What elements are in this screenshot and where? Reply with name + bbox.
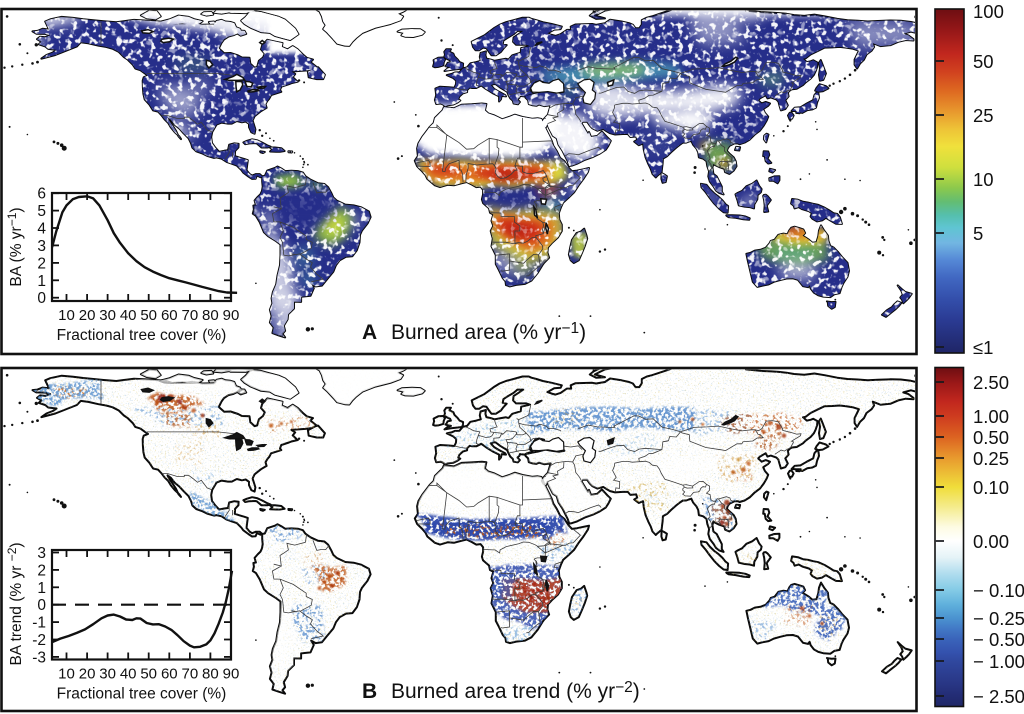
svg-text:80: 80	[202, 307, 219, 324]
svg-text:60: 60	[161, 666, 178, 683]
svg-text:− 0.50: − 0.50	[973, 629, 1024, 650]
svg-text:80: 80	[202, 666, 219, 683]
svg-text:-2: -2	[32, 632, 46, 649]
svg-text:− 0.10: − 0.10	[973, 580, 1024, 601]
svg-text:90: 90	[223, 666, 240, 683]
svg-text:Fractional tree cover (%): Fractional tree cover (%)	[57, 327, 227, 344]
svg-text:40: 40	[120, 666, 137, 683]
svg-text:3: 3	[37, 238, 46, 255]
svg-text:0: 0	[37, 290, 46, 307]
svg-text:-1: -1	[32, 615, 46, 632]
svg-text:BA trend (% yr −2): BA trend (% yr −2)	[5, 542, 25, 665]
svg-text:70: 70	[182, 307, 199, 324]
svg-text:20: 20	[79, 666, 96, 683]
svg-text:A: A	[362, 321, 377, 344]
svg-text:1.00: 1.00	[973, 406, 1009, 427]
svg-text:6: 6	[37, 186, 46, 203]
svg-text:50: 50	[140, 307, 157, 324]
svg-text:0.10: 0.10	[973, 477, 1009, 498]
svg-text:50: 50	[140, 666, 157, 683]
svg-text:1: 1	[37, 580, 46, 597]
svg-text:2: 2	[37, 562, 46, 579]
svg-text:Burned area (% yr−1): Burned area (% yr−1)	[391, 320, 586, 344]
svg-text:1: 1	[37, 273, 46, 290]
svg-text:0.25: 0.25	[973, 448, 1009, 469]
svg-text:70: 70	[182, 666, 199, 683]
svg-text:Fractional tree cover (%): Fractional tree cover (%)	[57, 686, 227, 703]
svg-text:-3: -3	[32, 649, 46, 666]
svg-text:30: 30	[99, 666, 116, 683]
svg-text:0: 0	[37, 597, 46, 614]
svg-text:0.00: 0.00	[973, 531, 1009, 552]
svg-text:2: 2	[37, 255, 46, 272]
svg-text:5: 5	[37, 203, 46, 220]
svg-text:100: 100	[973, 1, 1004, 22]
svg-text:5: 5	[973, 223, 983, 244]
svg-text:20: 20	[79, 307, 96, 324]
svg-text:0.50: 0.50	[973, 427, 1009, 448]
svg-text:4: 4	[37, 221, 46, 238]
svg-text:B: B	[362, 680, 377, 703]
svg-text:− 2.50: − 2.50	[973, 686, 1024, 707]
svg-text:2.50: 2.50	[973, 372, 1009, 393]
svg-text:30: 30	[99, 307, 116, 324]
svg-text:Burned area trend (% yr−2): Burned area trend (% yr−2)	[391, 679, 640, 703]
svg-text:40: 40	[120, 307, 137, 324]
svg-text:BA (% yr−1): BA (% yr−1)	[5, 207, 25, 286]
svg-text:≤1: ≤1	[973, 337, 993, 358]
svg-text:10: 10	[973, 169, 994, 190]
svg-text:25: 25	[973, 105, 994, 126]
svg-text:10: 10	[58, 666, 75, 683]
svg-text:− 0.25: − 0.25	[973, 608, 1024, 629]
svg-text:60: 60	[161, 307, 178, 324]
svg-text:10: 10	[58, 307, 75, 324]
svg-text:3: 3	[37, 545, 46, 562]
svg-text:− 1.00: − 1.00	[973, 651, 1024, 672]
svg-text:90: 90	[223, 307, 240, 324]
svg-text:50: 50	[973, 51, 994, 72]
